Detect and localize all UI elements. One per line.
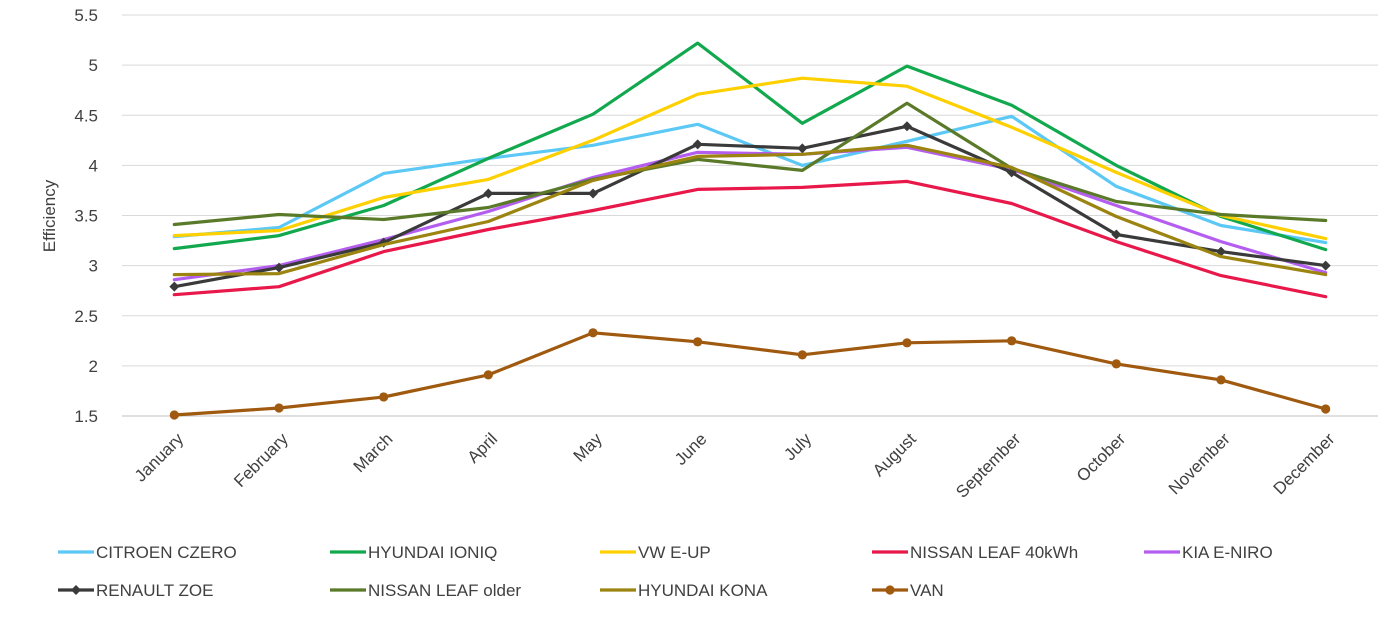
legend-item: VAN: [872, 581, 944, 600]
series-lines: [169, 41, 1331, 420]
series-nissan-leaf-older: [172, 101, 1328, 227]
data-point: [1111, 359, 1121, 369]
legend-item: NISSAN LEAF older: [330, 581, 521, 600]
y-tick-label: 5.5: [74, 6, 98, 25]
y-tick-label: 2.5: [74, 307, 98, 326]
legend-item: HYUNDAI KONA: [600, 581, 768, 600]
x-axis: January February March April May June July Augu…: [131, 429, 1339, 502]
legend-label: VW E-UP: [638, 543, 711, 562]
data-point: [1216, 375, 1226, 385]
legend-item: KIA E-NIRO: [1144, 543, 1273, 562]
y-tick-label: 3.5: [74, 207, 98, 226]
x-tick-label: October: [1073, 429, 1129, 485]
data-point: [902, 338, 912, 348]
data-point: [797, 350, 807, 360]
series-hyundai-kona: [172, 143, 1328, 277]
legend-label: CITROEN CZERO: [96, 543, 237, 562]
legend-item: RENAULT ZOE: [58, 581, 213, 600]
series-van: [169, 328, 1331, 420]
y-tick-label: 2: [89, 357, 98, 376]
legend-label: VAN: [910, 581, 944, 600]
legend-item: NISSAN LEAF 40kWh: [872, 543, 1078, 562]
x-tick-label: February: [230, 429, 292, 491]
series-citroen-czero: [172, 114, 1328, 245]
data-point: [1320, 260, 1331, 271]
series-line: [172, 101, 1328, 227]
data-point: [1321, 404, 1331, 414]
data-point: [169, 410, 179, 420]
series-line: [172, 114, 1328, 245]
x-tick-label: June: [671, 429, 711, 469]
y-axis-label: Efficiency: [40, 179, 59, 252]
legend-item: VW E-UP: [600, 543, 711, 562]
data-point: [483, 188, 494, 199]
y-axis: 1.5 2 2.5 3 3.5 4 4.5 5 5.5: [74, 6, 98, 426]
data-point: [483, 370, 493, 380]
x-tick-label: January: [131, 429, 188, 486]
legend-label: RENAULT ZOE: [96, 581, 213, 600]
series-line: [172, 41, 1328, 252]
x-tick-label: May: [570, 429, 606, 465]
data-point: [169, 281, 180, 292]
data-point: [379, 392, 389, 402]
legend: CITROEN CZERO HYUNDAI IONIQ VW E-UP NISSAN …: [58, 543, 1273, 600]
legend-item: CITROEN CZERO: [58, 543, 237, 562]
y-tick-label: 4: [89, 156, 98, 175]
y-tick-label: 1.5: [74, 407, 98, 426]
x-tick-label: July: [780, 429, 815, 464]
x-tick-label: August: [869, 429, 920, 480]
x-tick-label: November: [1165, 429, 1234, 498]
data-point: [693, 337, 703, 347]
data-point: [274, 403, 284, 413]
legend-label: NISSAN LEAF 40kWh: [910, 543, 1078, 562]
series-line: [172, 145, 1328, 282]
legend-label: HYUNDAI IONIQ: [368, 543, 497, 562]
data-point: [692, 139, 703, 150]
data-point: [588, 188, 598, 199]
series-kia-e-niro: [172, 145, 1328, 282]
series-line: [172, 143, 1328, 277]
data-point: [1007, 336, 1017, 346]
data-point: [274, 262, 284, 273]
x-tick-label: September: [952, 429, 1024, 501]
legend-marker: [885, 585, 895, 595]
x-tick-label: April: [464, 429, 501, 466]
series-line: [172, 76, 1328, 241]
legend-label: HYUNDAI KONA: [638, 581, 768, 600]
series-line: [172, 179, 1328, 299]
data-point: [588, 328, 598, 338]
y-tick-label: 5: [89, 56, 98, 75]
series-nissan-leaf-40kwh: [172, 179, 1328, 299]
data-point: [797, 143, 808, 154]
x-tick-label: December: [1270, 429, 1339, 498]
series-hyundai-ioniq: [172, 41, 1328, 252]
legend-marker: [71, 585, 81, 595]
series-line: [172, 331, 1328, 417]
legend-item: HYUNDAI IONIQ: [330, 543, 497, 562]
series-vw-e-up: [172, 76, 1328, 241]
data-point: [902, 121, 912, 132]
y-tick-label: 4.5: [74, 106, 98, 125]
legend-label: KIA E-NIRO: [1182, 543, 1273, 562]
y-tick-label: 3: [89, 257, 98, 276]
legend-label: NISSAN LEAF older: [368, 581, 521, 600]
series-line: [172, 124, 1328, 289]
data-point: [1111, 229, 1122, 240]
x-tick-label: March: [350, 429, 397, 476]
